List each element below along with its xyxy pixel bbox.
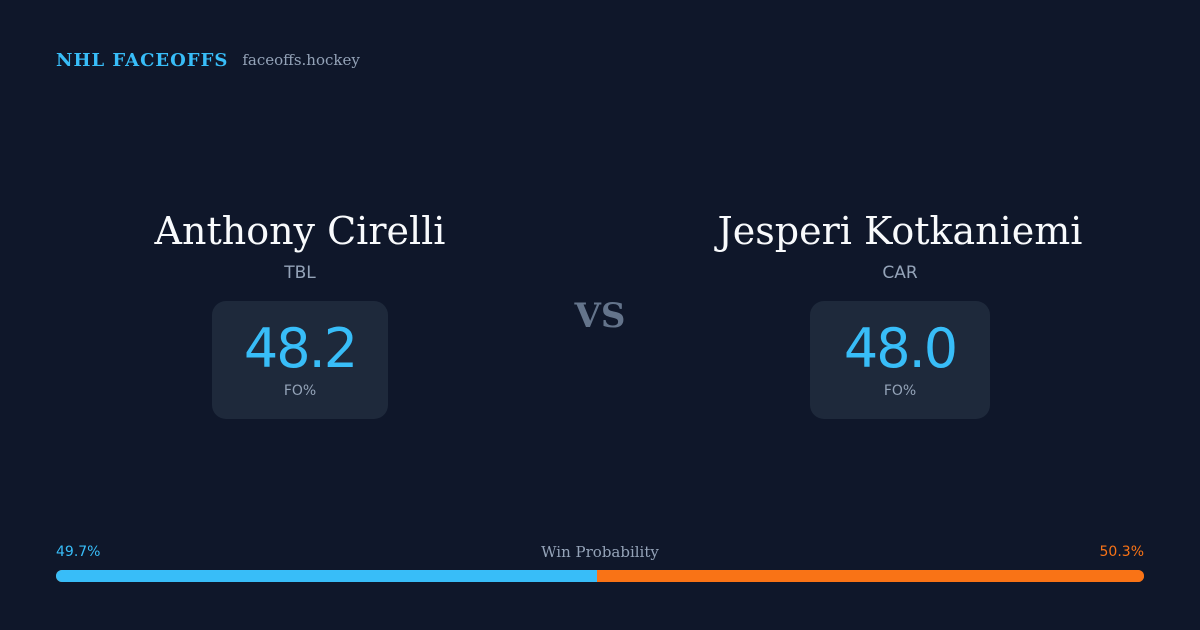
win-probability-title: Win Probability	[541, 543, 659, 561]
brand-header: NHL FACEOFFS faceoffs.hockey	[56, 48, 360, 72]
player-name-right: Jesperi Kotkaniemi	[717, 209, 1083, 253]
brand-site: faceoffs.hockey	[242, 51, 360, 69]
player-card-left: Anthony Cirelli TBL 48.2 FO%	[60, 205, 540, 419]
faceoff-percentage-left: 48.2	[243, 317, 358, 380]
win-probability-right-label: 50.3%	[1099, 544, 1144, 560]
win-probability-fill-left	[56, 570, 597, 582]
team-abbrev-right: CAR	[882, 263, 918, 283]
player-card-right: Jesperi Kotkaniemi CAR 48.0 FO%	[660, 205, 1140, 419]
stat-label-right: FO%	[883, 383, 917, 399]
win-probability-labels: Win Probability 49.7% 50.3%	[56, 542, 1144, 562]
versus-label: VS	[574, 296, 626, 336]
win-probability-bar	[56, 570, 1144, 582]
stat-label-left: FO%	[283, 383, 317, 399]
team-abbrev-left: TBL	[284, 263, 316, 283]
player-name-left: Anthony Cirelli	[154, 209, 446, 253]
win-probability-fill-right	[596, 570, 1144, 582]
brand-title: NHL FACEOFFS	[56, 49, 229, 71]
stat-box-right: 48.0 FO%	[810, 301, 990, 419]
stat-box-left: 48.2 FO%	[212, 301, 388, 419]
faceoff-percentage-right: 48.0	[843, 317, 958, 380]
win-probability-left-label: 49.7%	[56, 544, 101, 560]
